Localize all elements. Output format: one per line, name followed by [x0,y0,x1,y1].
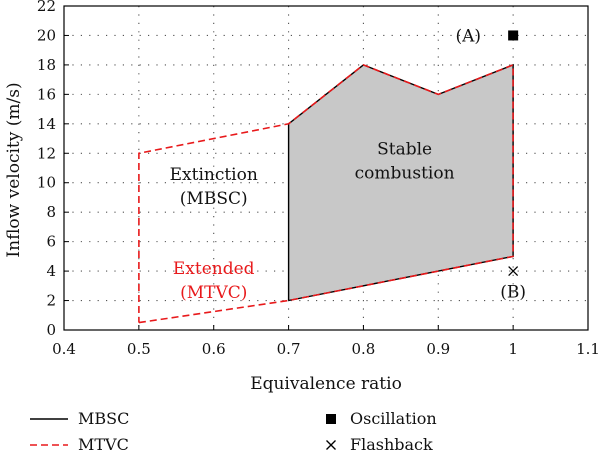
y-tick-label: 6 [46,233,56,251]
annotation-extended: Extended (MTVC) [173,259,255,303]
x-tick-label: 0.8 [351,340,375,358]
annotation-extinction-line: Extinction [170,165,258,185]
y-tick-label: 22 [37,0,56,15]
y-ticks: 0 2 4 6 8 10 12 14 16 18 20 22 [37,0,69,339]
legend-item-mtvc: MTVC [30,435,129,454]
legend-swatch-square [326,414,336,424]
y-tick-label: 16 [37,85,56,103]
x-tick-label: 1 [508,340,518,358]
markers [508,30,519,277]
plot-frame [63,5,589,331]
annotation-stable-line: combustion [355,164,455,184]
annotation-extinction: Extinction (MBSC) [170,165,258,209]
y-tick-label: 8 [46,203,56,221]
annotation-label-b-line: (B) [500,283,526,303]
oscillation-marker [508,30,519,41]
y-tick-label: 18 [37,56,56,74]
stable-region [288,64,514,301]
legend-item-mbsc: MBSC [30,409,129,428]
y-tick-label: 20 [37,26,56,44]
x-ticks: 0.4 0.5 0.6 0.7 0.8 0.9 1 1.1 [52,325,600,358]
y-tick-label: 2 [46,292,56,310]
y-axis-label: Inflow velocity (m/s) [4,82,24,257]
stable-region-fill [288,64,514,301]
mtvc-line [138,63,514,324]
y-tick-label: 0 [46,321,56,339]
x-tick-label: 0.6 [202,340,226,358]
flashback-marker [508,266,519,277]
legend-label: Oscillation [350,409,437,428]
legend-label: MBSC [78,409,129,428]
series-lines [138,63,514,324]
legend-label: Flashback [350,435,433,454]
x-tick-label: 0.4 [52,340,76,358]
x-tick-label: 0.5 [127,340,151,358]
annotation-label-a-line: (A) [455,26,481,46]
y-tick-label: 4 [46,262,56,280]
legend: MBSC MTVC Oscillation Flashback [30,409,437,454]
x-axis-label: Equivalence ratio [250,374,402,394]
legend-label: MTVC [78,435,129,454]
annotations: Stable combustion Extinction (MBSC) Extended… [170,26,526,303]
x-tick-label: 1.1 [576,340,600,358]
annotation-extended-line: (MTVC) [180,283,247,303]
annotation-label-b: (B) [500,283,526,303]
annotation-stable: Stable combustion [355,140,455,184]
x-tick-label: 0.7 [277,340,301,358]
annotation-extended-line: Extended [173,259,255,279]
legend-item-flashback: Flashback [326,435,433,454]
annotation-stable-line: Stable [377,140,432,160]
y-tick-label: 14 [37,115,56,133]
legend-item-oscillation: Oscillation [326,409,437,428]
flashback-marker-stroke [508,266,519,277]
legend-swatch-x [326,440,336,450]
plot-border [63,5,589,331]
y-tick-label: 12 [37,144,56,162]
annotation-extinction-line: (MBSC) [180,189,248,209]
annotation-label-a: (A) [455,26,481,46]
y-tick-label: 10 [37,174,56,192]
x-tick-label: 0.9 [426,340,450,358]
